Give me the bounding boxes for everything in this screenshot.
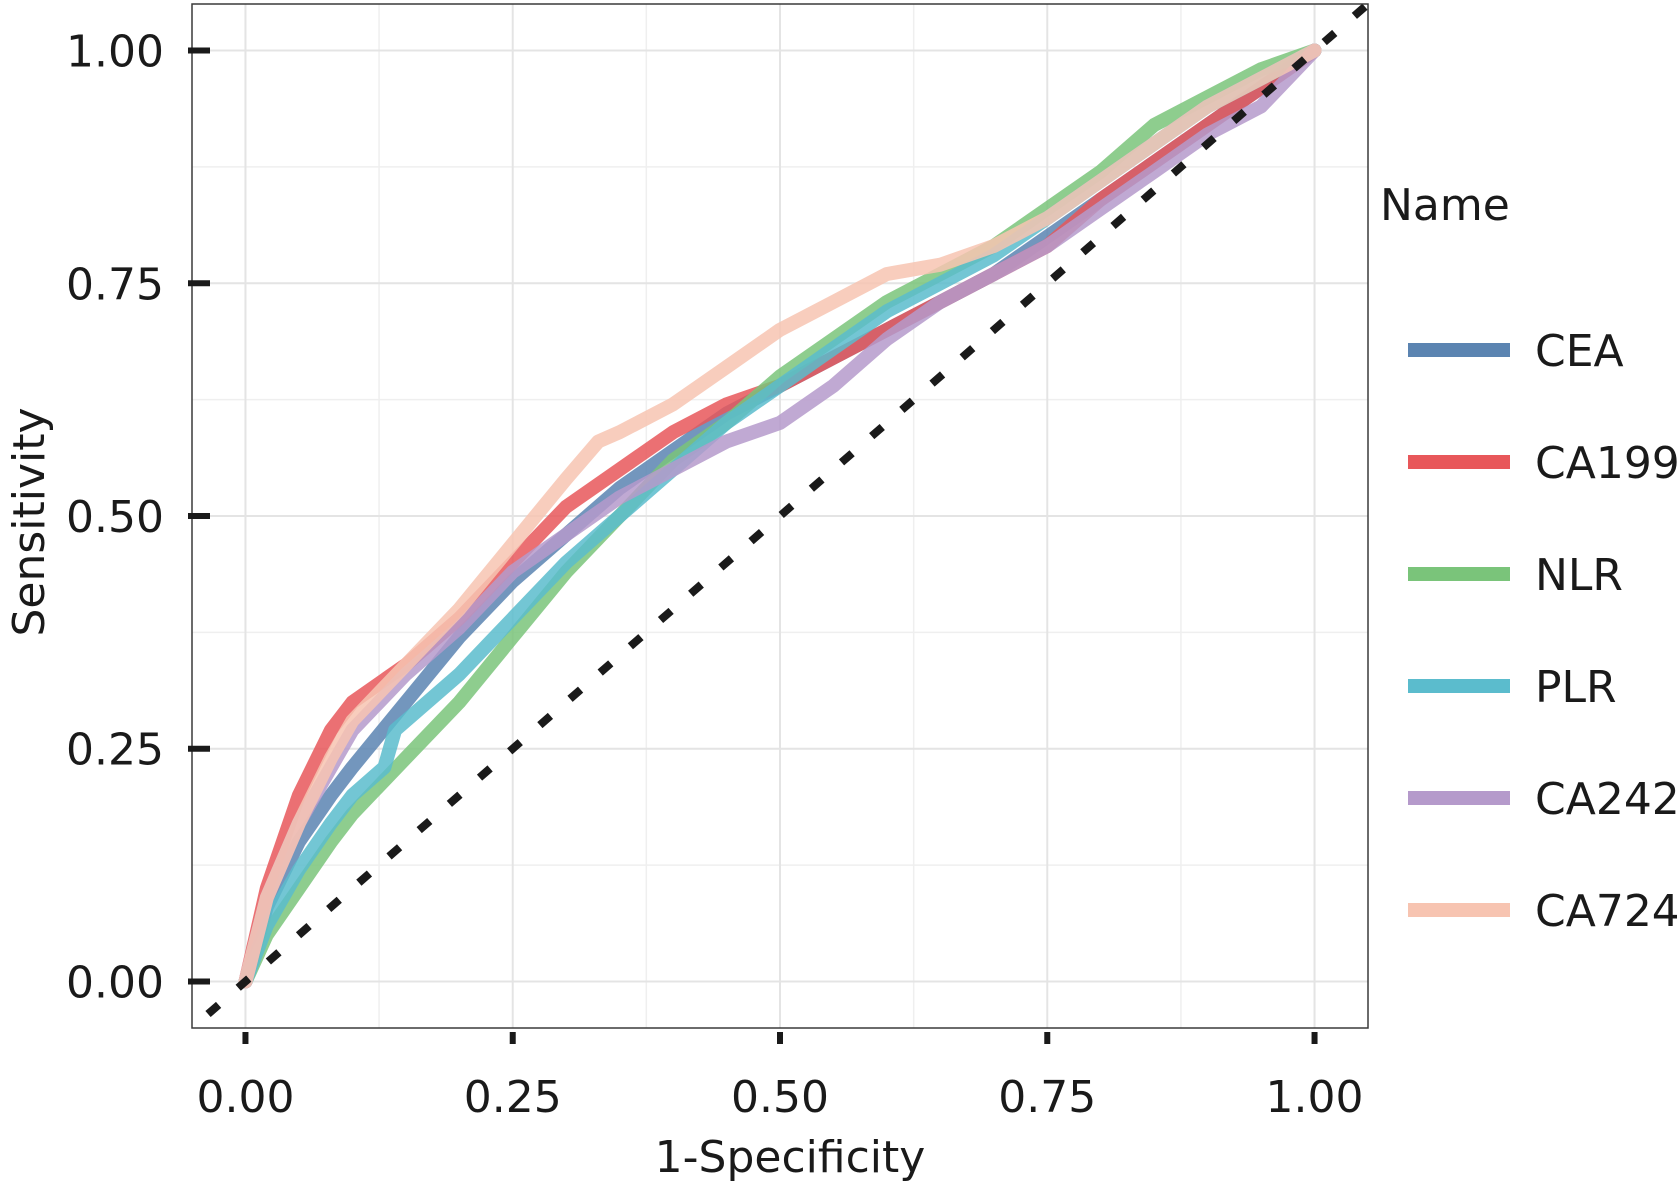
legend-title: Name bbox=[1380, 180, 1510, 231]
series-group bbox=[238, 43, 1322, 989]
x-tick-label: 0.75 bbox=[998, 1072, 1096, 1123]
x-tick-label: 0.00 bbox=[196, 1072, 294, 1123]
legend-label-cea: CEA bbox=[1535, 326, 1624, 377]
legend-label-plr: PLR bbox=[1535, 662, 1617, 713]
y-axis-title: Sensitivity bbox=[4, 407, 55, 636]
x-tick-label: 0.50 bbox=[731, 1072, 829, 1123]
x-axis-title: 1-Specificity bbox=[655, 1132, 926, 1183]
legend-label-nlr: NLR bbox=[1535, 550, 1623, 601]
grid-lines bbox=[192, 4, 1368, 1028]
reference-diagonal-line bbox=[205, 0, 1371, 1018]
legend-label-ca724: CA724 bbox=[1535, 886, 1677, 937]
series-line-ca724 bbox=[238, 43, 1322, 989]
legend-label-ca242: CA242 bbox=[1535, 774, 1677, 825]
x-tick-label: 1.00 bbox=[1266, 1072, 1364, 1123]
x-axis: 0.00 0.25 0.50 0.75 1.00 bbox=[196, 1032, 1364, 1123]
y-tick-label: 0.25 bbox=[66, 725, 164, 776]
x-tick-label: 0.25 bbox=[464, 1072, 562, 1123]
legend: Name CEA CA199 NLR PLR CA242 CA724 bbox=[1380, 180, 1677, 937]
y-tick-label: 0.50 bbox=[66, 492, 164, 543]
series-line-ca199 bbox=[238, 43, 1322, 989]
y-tick-label: 0.00 bbox=[66, 957, 164, 1008]
y-axis: 0.00 0.25 0.50 0.75 1.00 bbox=[66, 27, 210, 1008]
y-tick-label: 1.00 bbox=[66, 27, 164, 78]
legend-label-ca199: CA199 bbox=[1535, 438, 1677, 489]
y-tick-label: 0.75 bbox=[66, 259, 164, 310]
